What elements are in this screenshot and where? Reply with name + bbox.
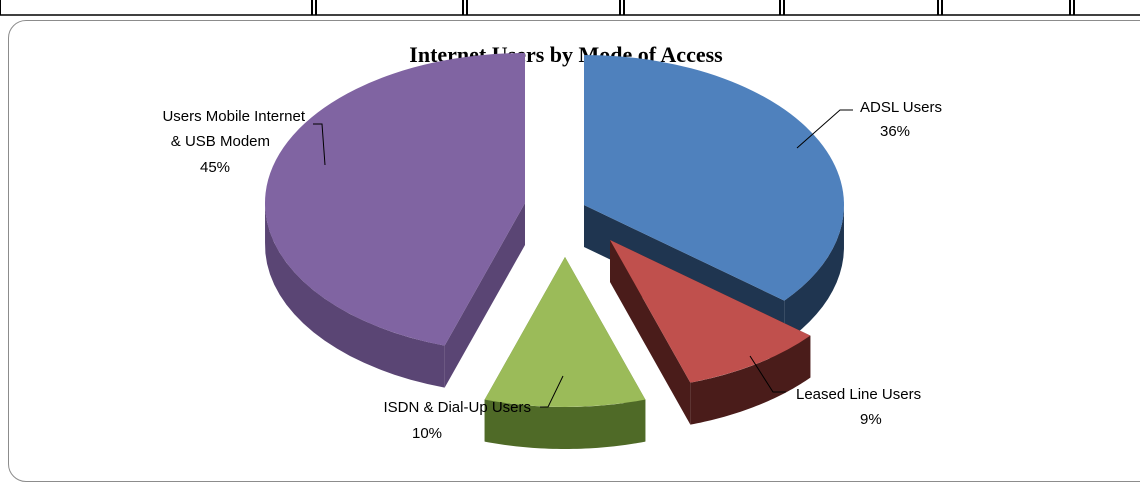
data-label-mobile-name-line1: Users Mobile Internet (162, 108, 305, 125)
leader-line-mobile (313, 123, 326, 166)
data-label-isdn-name: ISDN & Dial-Up Users (383, 399, 531, 416)
data-label-adsl-value: 36% (880, 123, 910, 140)
pie-chart: Internet Users by Mode of Access ADSL Us… (162, 42, 942, 449)
leader-line-leased (749, 355, 786, 393)
data-label-mobile-value: 45% (200, 159, 230, 176)
leader-line-adsl (796, 109, 853, 149)
data-label-isdn-value: 10% (412, 425, 442, 442)
table-fragment (0, 0, 1140, 16)
leader-line-isdn (540, 375, 564, 408)
data-label-adsl-name: ADSL Users (860, 99, 942, 116)
data-label-mobile-name-line2: & USB Modem (171, 133, 270, 150)
slice-leased-line (610, 240, 811, 425)
data-label-leased-value: 9% (860, 411, 882, 428)
slice-isdn-dialup (484, 257, 646, 449)
slice-mobile-usb (264, 53, 525, 388)
data-label-leased-name: Leased Line Users (796, 386, 921, 403)
